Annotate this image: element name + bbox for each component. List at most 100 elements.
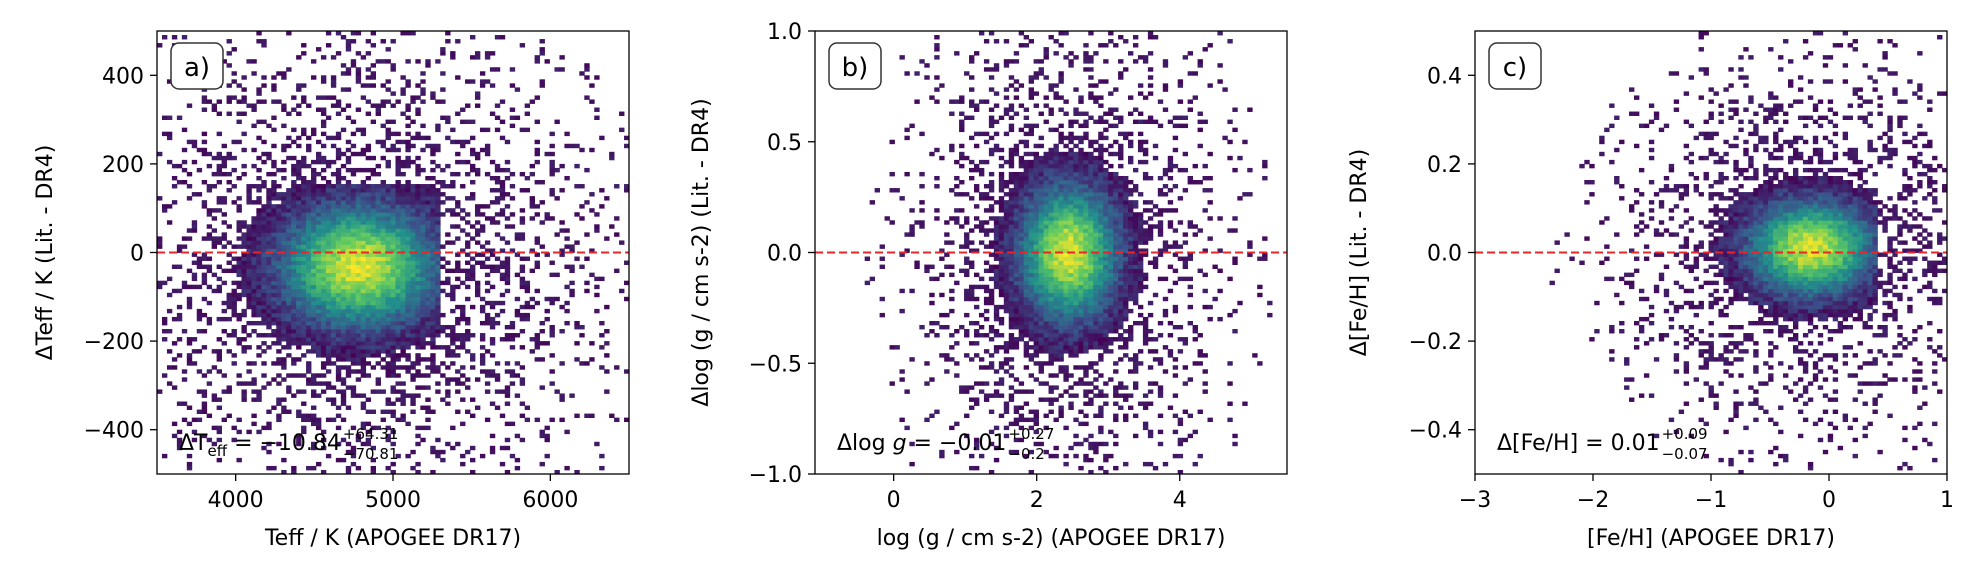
- heatmap-cell: [993, 248, 1000, 253]
- heatmap-cell: [325, 333, 332, 338]
- heatmap-cell: [271, 163, 277, 169]
- heatmap-cell: [1033, 361, 1039, 366]
- heatmap-cell: [301, 300, 307, 306]
- heatmap-cell: [1088, 151, 1094, 157]
- heatmap-cell: [1058, 139, 1064, 145]
- heatmap-cell: [440, 324, 446, 330]
- heatmap-cell: [564, 228, 570, 233]
- heatmap-cell: [296, 167, 302, 173]
- heatmap-cell: [306, 381, 312, 386]
- heatmap-cell: [375, 425, 381, 431]
- heatmap-cell: [301, 312, 307, 318]
- heatmap-cell: [350, 260, 357, 265]
- heatmap-cell: [410, 159, 416, 165]
- heatmap-cell: [211, 107, 218, 112]
- heatmap-cell: [499, 389, 506, 394]
- heatmap-cell: [335, 405, 342, 410]
- heatmap-cell: [589, 341, 595, 346]
- heatmap-cell: [281, 324, 287, 330]
- heatmap-cell: [370, 457, 377, 463]
- heatmap-cell: [1018, 216, 1025, 221]
- heatmap-cell: [350, 151, 357, 157]
- heatmap-cell: [375, 139, 381, 145]
- heatmap-cell: [1048, 373, 1054, 378]
- heatmap-cell: [1018, 292, 1025, 298]
- heatmap-cell: [301, 248, 307, 253]
- heatmap-cell: [241, 244, 247, 249]
- heatmap-cell: [410, 409, 416, 414]
- heatmap-cell: [564, 264, 570, 270]
- heatmap-cell: [1058, 232, 1064, 237]
- heatmap-cell: [1088, 272, 1094, 278]
- heatmap-cell: [251, 71, 257, 76]
- heatmap-cell: [969, 196, 975, 201]
- heatmap-cell: [1063, 329, 1069, 334]
- heatmap-cell: [959, 192, 965, 197]
- heatmap-cell: [1083, 67, 1089, 72]
- heatmap-cell: [1053, 163, 1059, 169]
- heatmap-cell: [360, 421, 367, 427]
- heatmap-cell: [504, 369, 511, 374]
- heatmap-cell: [1023, 115, 1030, 120]
- heatmap-cell: [1063, 184, 1069, 189]
- heatmap-cell: [499, 208, 506, 213]
- heatmap-cell: [216, 155, 222, 161]
- heatmap-cell: [395, 329, 401, 334]
- heatmap-cell: [266, 276, 272, 282]
- heatmap-cell: [465, 260, 471, 265]
- heatmap-cell: [425, 220, 431, 225]
- heatmap-cell: [1088, 228, 1094, 233]
- heatmap-cell: [281, 264, 287, 270]
- heatmap-cell: [306, 256, 312, 261]
- heatmap-cell: [1043, 55, 1049, 60]
- heatmap-cell: [1068, 224, 1074, 229]
- heatmap-cell: [1023, 184, 1030, 189]
- heatmap-cell: [1093, 300, 1099, 306]
- heatmap-cell: [1088, 264, 1094, 270]
- heatmap-cell: [1083, 188, 1089, 193]
- heatmap-cell: [1003, 345, 1010, 350]
- heatmap-cell: [375, 103, 381, 108]
- heatmap-cell: [425, 240, 431, 245]
- heatmap-cell: [315, 345, 322, 350]
- heatmap-cell: [1068, 51, 1074, 56]
- heatmap-cell: [1063, 280, 1069, 286]
- y-tick-label: 200: [102, 153, 144, 178]
- heatmap-cell: [221, 300, 227, 306]
- heatmap-cell: [1008, 200, 1015, 205]
- heatmap-cell: [276, 361, 282, 366]
- heatmap-cell: [345, 320, 352, 326]
- heatmap-cell: [395, 389, 401, 394]
- heatmap-cell: [281, 357, 287, 362]
- heatmap-cell: [1018, 260, 1025, 265]
- heatmap-cell: [1043, 316, 1049, 322]
- heatmap-cell: [261, 320, 267, 326]
- heatmap-cell: [564, 320, 570, 326]
- heatmap-cell: [1083, 135, 1089, 141]
- heatmap-cell: [410, 312, 416, 318]
- heatmap-cell: [311, 171, 317, 177]
- heatmap-cell: [919, 200, 925, 205]
- heatmap-cell: [1018, 252, 1025, 257]
- heatmap-cell: [484, 272, 491, 278]
- heatmap-cell: [236, 196, 242, 201]
- heatmap-cell: [266, 304, 272, 310]
- heatmap-cell: [1013, 421, 1020, 427]
- heatmap-cell: [390, 333, 396, 338]
- heatmap-cell: [301, 155, 307, 161]
- heatmap-cell: [1073, 441, 1079, 447]
- heatmap-cell: [306, 361, 312, 366]
- heatmap-cell: [1063, 244, 1069, 249]
- heatmap-cell: [904, 71, 910, 76]
- heatmap-cell: [924, 417, 930, 423]
- heatmap-cell: [365, 276, 372, 282]
- heatmap-cell: [415, 167, 421, 173]
- heatmap-cell: [614, 216, 620, 221]
- heatmap-cell: [340, 381, 347, 386]
- heatmap-cell: [1068, 337, 1074, 342]
- heatmap-cell: [1068, 316, 1074, 322]
- heatmap-cell: [335, 131, 342, 137]
- heatmap-cell: [1088, 397, 1094, 402]
- heatmap-cell: [375, 381, 381, 386]
- heatmap-cell: [430, 256, 436, 261]
